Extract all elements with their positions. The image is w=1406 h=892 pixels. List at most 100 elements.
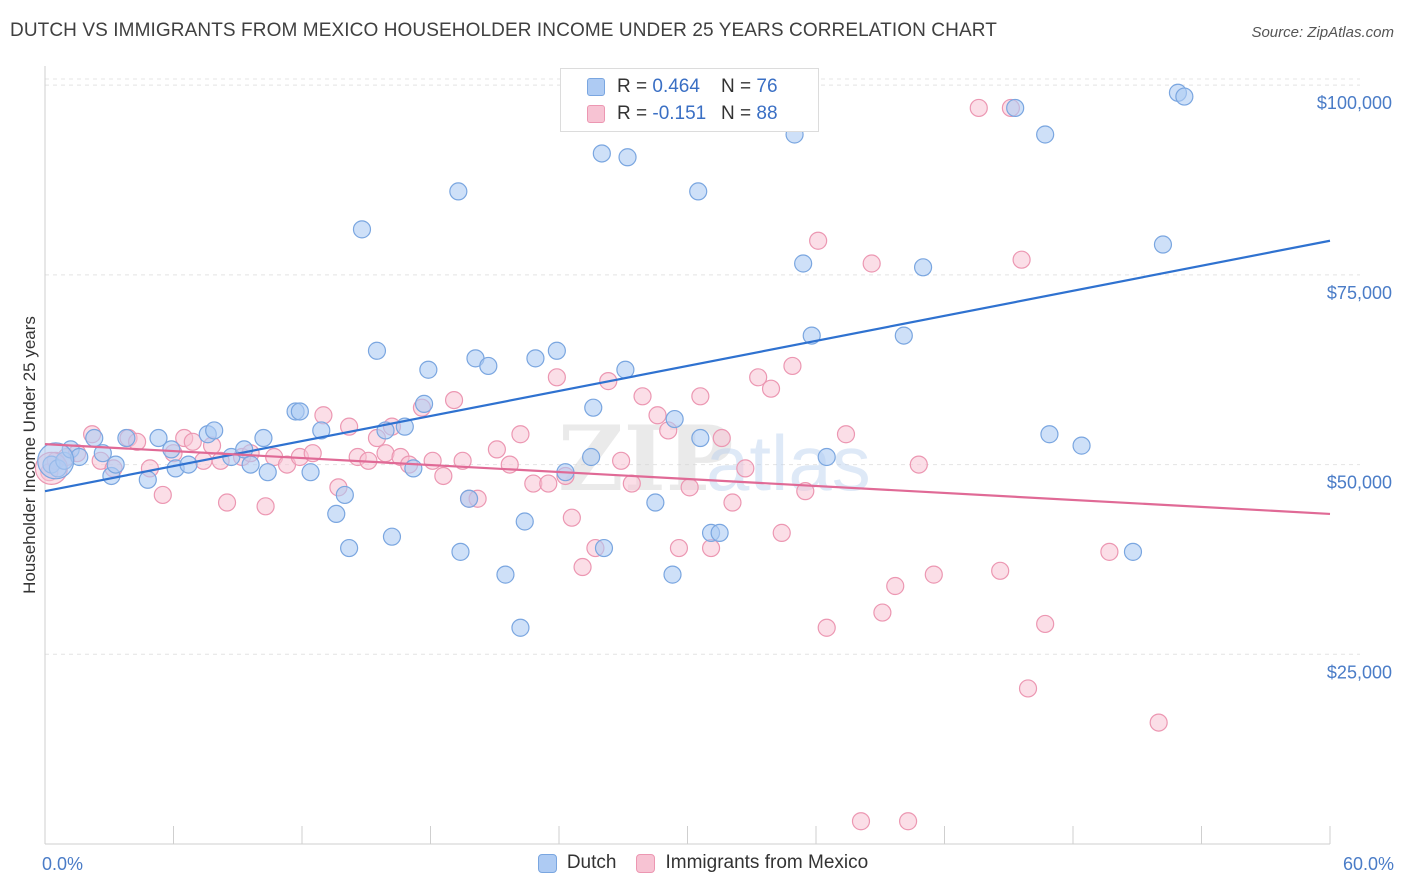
mexico-point [539, 474, 558, 493]
mexico-point [886, 576, 905, 596]
mexico-point [723, 493, 742, 512]
dutch-point [340, 538, 359, 558]
dutch-point [794, 254, 813, 273]
mexico-point [256, 497, 275, 516]
dutch-n-value: 76 [756, 76, 778, 97]
mexico-point [862, 254, 881, 273]
dutch-point [138, 470, 157, 489]
mexico-point [680, 478, 699, 497]
legend-row-dutch: R = 0.464 N = 76 [587, 74, 778, 100]
mexico-point [783, 356, 802, 376]
dutch-point [404, 459, 423, 478]
dutch-point [1175, 87, 1194, 106]
dutch-point [526, 349, 545, 368]
mexico-point [991, 561, 1010, 580]
dutch-point [258, 463, 277, 482]
mexico-point [612, 451, 631, 470]
dutch-point [616, 360, 635, 379]
mexico-point [809, 231, 828, 250]
dutch-point [162, 440, 181, 459]
dutch-point [205, 421, 224, 440]
mexico-point [817, 618, 836, 637]
dutch-point [547, 341, 566, 360]
mexico-point [736, 459, 755, 478]
mexico-point [836, 425, 856, 444]
r-label: R = [617, 76, 653, 97]
n-label: N = [721, 76, 757, 97]
dutch-point [479, 356, 498, 376]
dutch-point [594, 538, 614, 558]
dutch-point-cluster [37, 442, 75, 480]
mexico-point [183, 432, 202, 451]
dutch-point [691, 428, 710, 448]
legend-item-dutch[interactable]: Dutch [537, 852, 617, 874]
mexico-point [691, 387, 710, 406]
dutch-point [582, 447, 601, 467]
y-tick-label: $50,000 [1327, 473, 1392, 493]
dutch-point [646, 493, 665, 512]
mexico-point [648, 406, 667, 425]
dutch-point [459, 489, 479, 508]
dutch-point [1006, 98, 1025, 118]
x-tick-label-max: 60.0% [1343, 854, 1394, 874]
mexico-point [712, 428, 731, 448]
y-tick-label: $100,000 [1317, 93, 1392, 113]
mexico-point [761, 379, 781, 398]
dutch-point [1040, 425, 1059, 444]
dutch-point [419, 360, 438, 379]
mexico-point [909, 455, 928, 474]
dutch-point [584, 398, 603, 417]
dutch-point [689, 182, 708, 201]
chart-title: DUTCH VS IMMIGRANTS FROM MEXICO HOUSEHOL… [10, 20, 997, 41]
dutch-point [451, 542, 470, 561]
dutch-trendline [44, 239, 1331, 493]
y-tick-label: $25,000 [1327, 662, 1392, 682]
mexico-point [1149, 713, 1168, 732]
dutch-point [817, 447, 836, 467]
dutch-point [1153, 235, 1173, 254]
dutch-legend-label: Dutch [566, 852, 617, 873]
dutch-point [1123, 542, 1143, 561]
mexico-point [898, 812, 918, 831]
dutch-point [106, 455, 125, 474]
r-label: R = [617, 103, 653, 124]
dutch-point [592, 144, 611, 163]
dutch-point [1072, 436, 1091, 455]
dutch-point [85, 428, 104, 448]
dutch-point [290, 402, 309, 421]
mexico-r-value: -0.151 [652, 103, 707, 124]
mexico-point [217, 493, 237, 512]
mexico-point [924, 565, 943, 584]
dutch-legend-swatch [537, 853, 557, 873]
mexico-point [453, 451, 472, 470]
mexico-point [376, 444, 395, 463]
source-credit: Source: ZipAtlas.com [1251, 24, 1394, 41]
dutch-point [618, 148, 637, 167]
mexico-point [434, 466, 453, 486]
mexico-point [562, 508, 581, 527]
dutch-point [352, 220, 372, 239]
mexico-trendline [44, 443, 1331, 516]
dutch-point [254, 428, 273, 448]
mexico-point [633, 387, 652, 406]
mexico-point [701, 538, 721, 558]
grid-lines [45, 78, 1360, 655]
dutch-point [449, 182, 468, 201]
mexico-point [1036, 614, 1055, 634]
dutch-point [414, 394, 434, 413]
dutch-point [1036, 125, 1055, 144]
mexico-point [969, 98, 988, 118]
dutch-point [663, 565, 682, 584]
dutch-point [382, 527, 402, 546]
dutch-swatch [587, 78, 605, 96]
dutch-point [327, 504, 346, 524]
dutch-point [496, 565, 515, 584]
y-tick-label: $75,000 [1327, 283, 1392, 303]
dutch-points [37, 83, 1194, 637]
dutch-point [665, 409, 684, 429]
dutch-point [241, 455, 260, 474]
legend-item-mexico[interactable]: Immigrants from Mexico [636, 852, 868, 874]
dutch-point [93, 444, 112, 463]
y-axis-label: Householder Income Under 25 years [20, 316, 39, 594]
